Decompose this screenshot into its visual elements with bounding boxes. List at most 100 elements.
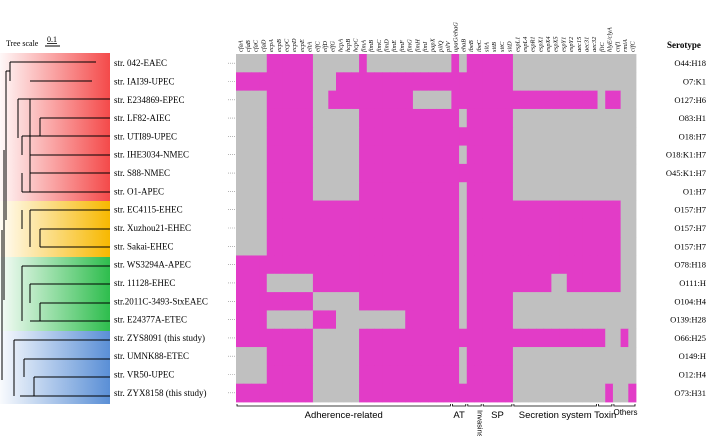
cell-present — [489, 145, 498, 165]
cell-absent — [459, 182, 468, 201]
cell-absent — [582, 163, 591, 183]
cell-absent — [520, 347, 529, 366]
cell-present — [397, 365, 406, 385]
gene-label: sitD — [507, 41, 514, 52]
cell-present — [274, 163, 283, 183]
cell-absent — [259, 200, 268, 220]
cell-absent — [328, 127, 337, 146]
cell-present — [312, 200, 322, 220]
cell-absent — [559, 182, 568, 201]
cell-present — [397, 383, 406, 403]
cell-absent — [251, 90, 260, 110]
cell-absent — [297, 310, 306, 330]
serotype-label: O139:H28 — [670, 315, 706, 325]
cell-present — [528, 255, 537, 275]
cell-present — [374, 182, 383, 201]
cell-absent — [289, 273, 298, 293]
cell-absent — [589, 365, 598, 385]
cell-present — [582, 237, 591, 256]
cell-absent — [436, 90, 445, 110]
cell-present — [320, 310, 329, 330]
cell-present — [420, 163, 429, 183]
cell-present — [305, 365, 314, 385]
gene-label: fimI — [422, 41, 429, 52]
cell-present — [336, 255, 345, 275]
cell-present — [366, 145, 375, 165]
cell-present — [428, 273, 437, 293]
cell-absent — [459, 237, 468, 256]
cell-present — [420, 108, 429, 128]
cell-present — [436, 292, 445, 311]
cell-absent — [320, 90, 329, 110]
cell-absent — [612, 127, 622, 146]
cell-present — [420, 310, 429, 330]
cell-present — [405, 255, 414, 275]
cell-present — [405, 127, 414, 146]
cell-absent — [428, 54, 437, 73]
cell-present — [520, 200, 529, 220]
cell-present — [551, 218, 560, 238]
cell-absent — [243, 127, 252, 146]
gene-label: espX5 — [553, 36, 560, 52]
cell-present — [420, 273, 429, 293]
cell-present — [266, 72, 275, 92]
cell-present — [389, 383, 398, 403]
category-bracket — [598, 404, 613, 407]
cell-present — [389, 108, 398, 128]
cell-present — [505, 145, 514, 165]
category-label: Secretion system — [519, 410, 592, 421]
cell-present — [397, 72, 406, 92]
cell-absent — [366, 310, 375, 330]
cell-absent — [628, 182, 637, 201]
gene-label: aec15 — [576, 37, 583, 52]
cell-present — [512, 328, 522, 348]
strain-label: str. UMNK88-ETEC — [114, 351, 189, 361]
gene-label: ecpD — [291, 38, 298, 52]
cell-present — [474, 182, 483, 201]
cell-absent — [605, 310, 614, 330]
cell-present — [412, 383, 422, 403]
cell-absent — [459, 218, 468, 238]
cell-absent — [320, 72, 329, 92]
cell-absent — [612, 365, 622, 385]
cell-absent — [328, 182, 337, 201]
cell-present — [436, 145, 445, 165]
clade-red-band — [0, 53, 110, 201]
gene-label: elfG — [330, 41, 337, 52]
cell-present — [466, 273, 475, 293]
cell-present — [551, 255, 560, 275]
cell-absent — [443, 54, 452, 73]
cell-absent — [412, 54, 422, 73]
cell-present — [589, 90, 598, 110]
cell-present — [405, 90, 414, 110]
cell-present — [474, 255, 483, 275]
serotype-column: O44:H18 O7:K1 O127:H6 O83:H1 O18:H7 O18:K1:H7… — [666, 58, 707, 398]
cell-present — [428, 255, 437, 275]
cell-present — [251, 72, 260, 92]
cell-present — [289, 182, 298, 201]
cell-present — [266, 292, 275, 311]
cell-present — [266, 54, 275, 73]
cell-present — [297, 347, 306, 366]
strain-label: str. Sakai-EHEC — [114, 241, 174, 251]
cell-present — [389, 347, 398, 366]
cell-present — [443, 218, 452, 238]
cell-present — [282, 218, 291, 238]
cell-absent — [536, 347, 545, 366]
cell-absent — [459, 347, 468, 366]
cell-present — [520, 90, 529, 110]
cell-absent — [343, 163, 352, 183]
cell-present — [243, 310, 252, 330]
cell-present — [405, 237, 414, 256]
cell-present — [474, 365, 483, 385]
gene-label: espX1 — [537, 36, 544, 52]
serotype-label: O157:H7 — [674, 223, 706, 233]
cell-present — [282, 200, 291, 220]
cell-present — [536, 237, 545, 256]
serotype-label: O127:H6 — [674, 95, 706, 105]
cell-absent — [551, 127, 560, 146]
cell-present — [459, 163, 468, 183]
cell-absent — [343, 292, 352, 311]
serotype-label: O18:H7 — [679, 131, 706, 141]
cell-absent — [328, 108, 337, 128]
